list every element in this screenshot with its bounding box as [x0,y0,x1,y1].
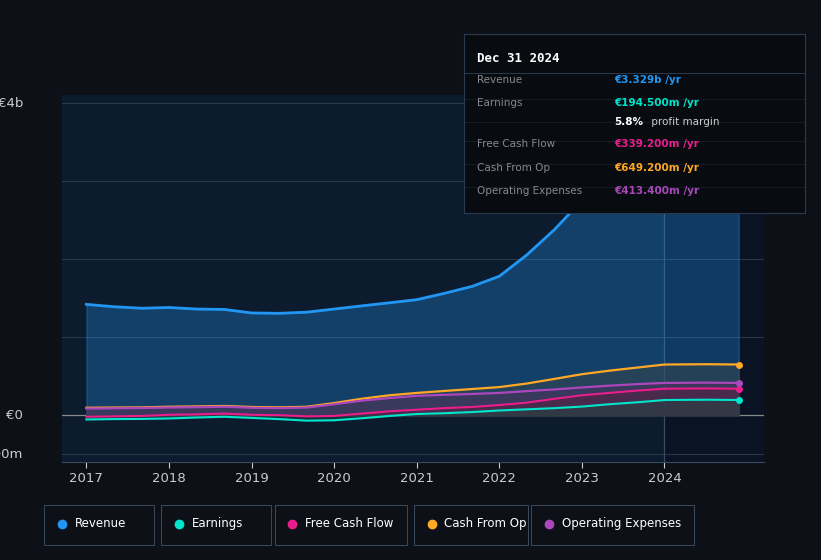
Text: €4b: €4b [0,96,23,110]
Text: -€500m: -€500m [0,447,23,461]
Text: Free Cash Flow: Free Cash Flow [478,139,556,150]
Text: €194.500m /yr: €194.500m /yr [614,98,699,108]
Text: Cash From Op: Cash From Op [444,517,527,530]
Text: €3.329b /yr: €3.329b /yr [614,75,681,85]
Text: Free Cash Flow: Free Cash Flow [305,517,393,530]
Text: Operating Expenses: Operating Expenses [478,186,583,196]
Text: 5.8%: 5.8% [614,117,643,127]
Text: Revenue: Revenue [478,75,523,85]
Bar [664,95,772,462]
Text: Revenue: Revenue [75,517,126,530]
Text: Dec 31 2024: Dec 31 2024 [478,52,560,64]
Text: profit margin: profit margin [648,117,719,127]
Text: €649.200m /yr: €649.200m /yr [614,162,699,172]
Text: €339.200m /yr: €339.200m /yr [614,139,699,150]
Text: €0: €0 [6,409,23,422]
Text: €413.400m /yr: €413.400m /yr [614,186,699,196]
Text: Operating Expenses: Operating Expenses [562,517,681,530]
Text: Cash From Op: Cash From Op [478,162,551,172]
Text: Earnings: Earnings [478,98,523,108]
Text: Earnings: Earnings [191,517,243,530]
